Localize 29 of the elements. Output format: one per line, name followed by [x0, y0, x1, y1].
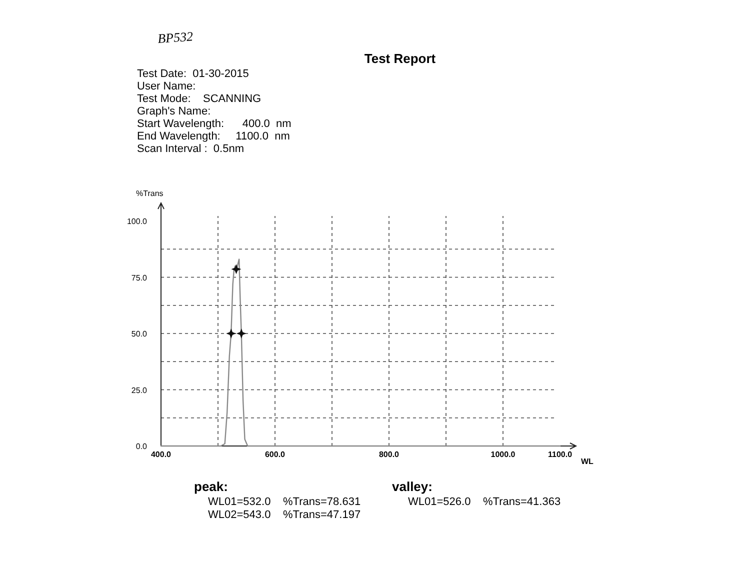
text: Graph's Name: — [137, 106, 211, 118]
x-tick-label: 1100.0 — [548, 450, 573, 459]
y-tick-label: 25.0 — [131, 386, 148, 395]
y-tick-label: 75.0 — [131, 273, 148, 282]
text: %Trans=78.631 — [283, 496, 361, 508]
y-tick-label: 100.0 — [126, 217, 148, 226]
text: peak: — [194, 479, 228, 494]
text: Start Wavelength: 400.0 nm — [137, 118, 292, 130]
text: %Trans=47.197 — [283, 509, 361, 521]
text: Test Date: 01-30-2015 — [137, 68, 249, 80]
text: %Trans=41.363 — [483, 496, 561, 508]
text: Scan Interval : 0.5nm — [137, 143, 244, 155]
text: End Wavelength: 1100.0 nm — [137, 130, 290, 142]
text: BP532 — [157, 28, 194, 46]
x-axis-title: WL — [581, 457, 594, 466]
y-tick-label: 50.0 — [131, 330, 148, 338]
x-tick-label: 400.0 — [150, 450, 172, 459]
text: WL02=543.0 — [208, 509, 271, 521]
x-tick-label: 1000.0 — [490, 450, 516, 459]
chart-title: Test Report — [364, 51, 436, 66]
text: Test Mode: SCANNING — [137, 93, 262, 105]
text: WL01=532.0 — [208, 496, 271, 508]
text: User Name: — [137, 80, 196, 92]
x-tick-label: 800.0 — [378, 450, 400, 459]
x-tick-label: 600.0 — [264, 450, 286, 459]
text: valley: — [392, 479, 432, 494]
y-tick-label: 0.0 — [136, 442, 148, 451]
y-axis-title: %Trans — [136, 189, 164, 198]
text: WL01=526.0 — [408, 496, 471, 508]
